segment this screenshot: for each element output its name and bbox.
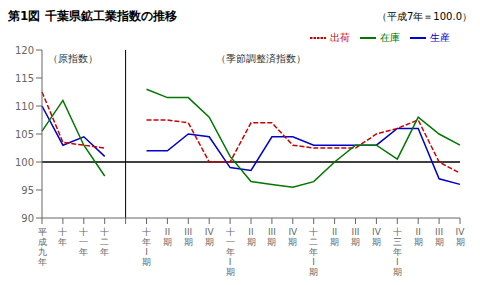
svg-text:IV: IV — [288, 227, 298, 237]
svg-text:期: 期 — [163, 237, 172, 247]
svg-text:II: II — [332, 227, 337, 237]
svg-text:期: 期 — [372, 237, 381, 247]
svg-text:115: 115 — [15, 73, 34, 84]
svg-text:期: 期 — [414, 237, 423, 247]
svg-text:100: 100 — [15, 157, 34, 168]
svg-text:IV: IV — [372, 227, 382, 237]
svg-text:（原指数）: （原指数） — [48, 53, 98, 64]
svg-text:期: 期 — [351, 237, 360, 247]
svg-text:期: 期 — [247, 237, 256, 247]
svg-text:十: 十 — [142, 227, 151, 237]
svg-text:年: 年 — [38, 257, 47, 267]
svg-text:期: 期 — [456, 237, 465, 247]
svg-text:九: 九 — [38, 247, 47, 257]
svg-text:90: 90 — [21, 213, 34, 224]
svg-text:期: 期 — [435, 237, 444, 247]
svg-text:十: 十 — [79, 227, 88, 237]
svg-text:IV: IV — [456, 227, 466, 237]
svg-text:期: 期 — [330, 237, 339, 247]
svg-text:III: III — [435, 227, 443, 237]
svg-text:一: 一 — [226, 237, 235, 247]
svg-text:年: 年 — [393, 247, 402, 257]
svg-text:年: 年 — [309, 247, 318, 257]
svg-text:III: III — [268, 227, 276, 237]
svg-text:平: 平 — [38, 227, 47, 237]
html-text:在庫: 在庫 — [380, 32, 400, 43]
svg-text:II: II — [165, 227, 170, 237]
svg-text:I: I — [396, 257, 399, 267]
svg-text:年: 年 — [58, 237, 67, 247]
svg-text:期: 期 — [142, 257, 151, 267]
html-text:出荷: 出荷 — [330, 32, 350, 43]
svg-text:二: 二 — [100, 237, 109, 247]
html-text:（平成7年＝100.0）: （平成7年＝100.0） — [377, 11, 472, 22]
svg-text:I: I — [145, 247, 148, 257]
svg-text:期: 期 — [393, 267, 402, 276]
svg-text:十: 十 — [58, 227, 67, 237]
html-text:生産: 生産 — [430, 32, 450, 43]
svg-text:I: I — [312, 257, 315, 267]
svg-text:期: 期 — [288, 237, 297, 247]
svg-text:年: 年 — [226, 247, 235, 257]
html-text:第1図 千葉県鉱工業指数の推移: 第1図 千葉県鉱工業指数の推移 — [8, 9, 177, 23]
svg-text:I: I — [229, 257, 232, 267]
svg-text:一: 一 — [79, 237, 88, 247]
svg-text:年: 年 — [79, 247, 88, 257]
svg-text:105: 105 — [15, 129, 34, 140]
svg-text:十: 十 — [393, 227, 402, 237]
svg-text:期: 期 — [309, 267, 318, 276]
svg-text:110: 110 — [15, 101, 34, 112]
svg-text:年: 年 — [142, 237, 151, 247]
svg-text:十: 十 — [309, 227, 318, 237]
svg-text:年: 年 — [100, 247, 109, 257]
svg-text:（季節調整済指数）: （季節調整済指数） — [216, 53, 306, 64]
svg-text:II: II — [416, 227, 421, 237]
svg-text:III: III — [184, 227, 192, 237]
svg-text:期: 期 — [226, 267, 235, 276]
svg-text:120: 120 — [15, 45, 34, 56]
svg-text:期: 期 — [184, 237, 193, 247]
svg-text:95: 95 — [21, 185, 34, 196]
svg-text:IV: IV — [205, 227, 215, 237]
svg-text:三: 三 — [393, 237, 402, 247]
svg-text:期: 期 — [267, 237, 276, 247]
svg-text:III: III — [352, 227, 360, 237]
svg-text:十: 十 — [226, 227, 235, 237]
svg-text:十: 十 — [100, 227, 109, 237]
svg-text:期: 期 — [205, 237, 214, 247]
svg-text:II: II — [248, 227, 253, 237]
svg-text:二: 二 — [309, 237, 318, 247]
svg-text:成: 成 — [38, 237, 47, 247]
